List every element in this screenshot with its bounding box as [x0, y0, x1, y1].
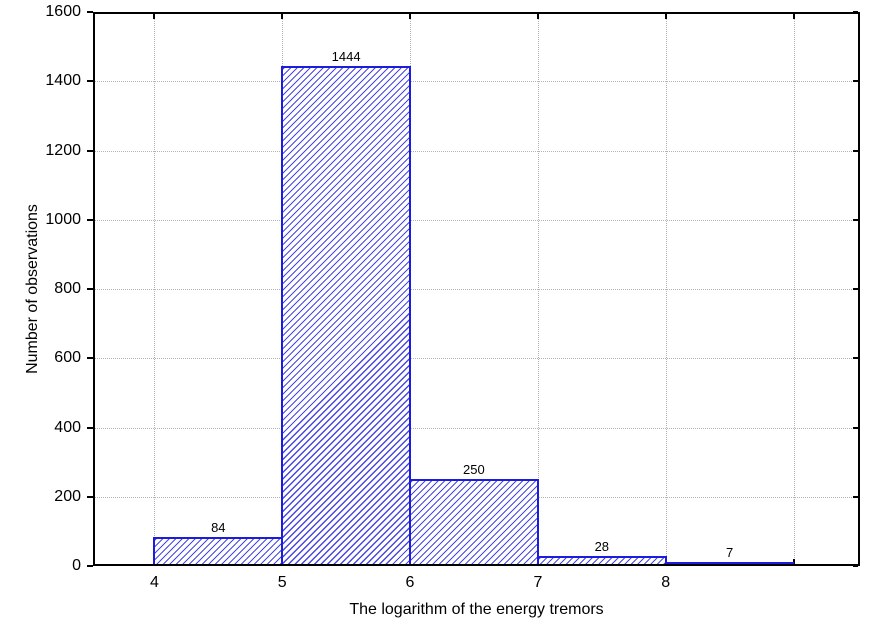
bar-value-label: 28: [594, 539, 610, 555]
y-tick-right: [853, 565, 858, 567]
histogram-bar: [664, 562, 795, 564]
y-tick-label: 600: [54, 349, 81, 367]
histogram-bar: [281, 66, 411, 564]
x-gridline: [665, 14, 667, 564]
y-tick-right: [853, 218, 858, 221]
y-gridline: [95, 219, 858, 221]
x-tick-top: [792, 14, 795, 19]
histogram-bar: [536, 556, 667, 564]
y-tick-right: [853, 426, 858, 429]
y-tick-label: 800: [54, 280, 81, 297]
y-tick-right: [853, 149, 858, 152]
x-gridline: [154, 14, 156, 564]
y-tick-label: 400: [54, 418, 81, 436]
histogram-bar: [153, 536, 284, 564]
y-tick: [87, 357, 93, 360]
y-tick-right: [853, 357, 858, 360]
x-tick-label: 7: [533, 574, 543, 591]
x-tick-label: 8: [661, 574, 671, 591]
y-gridline: [95, 358, 858, 360]
y-tick-label: 1000: [45, 210, 81, 228]
x-tick-top: [281, 14, 284, 19]
y-tick: [87, 218, 93, 221]
y-gridline: [95, 427, 858, 429]
bar-value-label: 1444: [331, 49, 361, 64]
y-tick: [87, 149, 93, 152]
y-tick-label: 200: [54, 487, 81, 505]
y-tick-right: [853, 11, 858, 13]
x-tick: [792, 559, 795, 564]
y-gridline: [95, 289, 858, 290]
y-tick: [87, 565, 93, 567]
bar-value-label: 250: [463, 462, 485, 478]
x-tick-label: 4: [149, 574, 159, 591]
x-tick-label: 5: [277, 574, 287, 591]
y-tick-right: [853, 80, 858, 83]
histogram-bar: [409, 479, 539, 564]
bar-value-label: 7: [725, 545, 734, 560]
x-gridline: [537, 14, 539, 564]
y-tick-label: 1600: [45, 3, 81, 20]
plot-area: 84 1444 250 28 7: [93, 11, 860, 567]
y-tick-label: 1200: [45, 141, 81, 159]
y-tick: [87, 80, 93, 83]
x-tick-top: [536, 14, 539, 19]
y-tick-label: 1400: [45, 72, 81, 90]
x-tick-top: [409, 14, 411, 19]
x-gridline: [793, 14, 795, 564]
y-tick: [87, 495, 93, 498]
x-tick-top: [664, 14, 667, 19]
y-gridline: [95, 81, 858, 83]
y-tick-right: [853, 495, 858, 498]
x-tick-top: [153, 14, 156, 19]
y-tick-label: 0: [72, 557, 81, 574]
y-gridline: [95, 150, 858, 152]
bar-value-label: 84: [211, 519, 226, 535]
y-tick-right: [853, 288, 858, 290]
x-tick-label: 6: [405, 574, 415, 591]
y-tick: [87, 288, 93, 290]
y-tick: [87, 426, 93, 429]
y-tick: [87, 11, 93, 13]
x-axis-title: The logarithm of the energy tremors: [349, 601, 604, 618]
